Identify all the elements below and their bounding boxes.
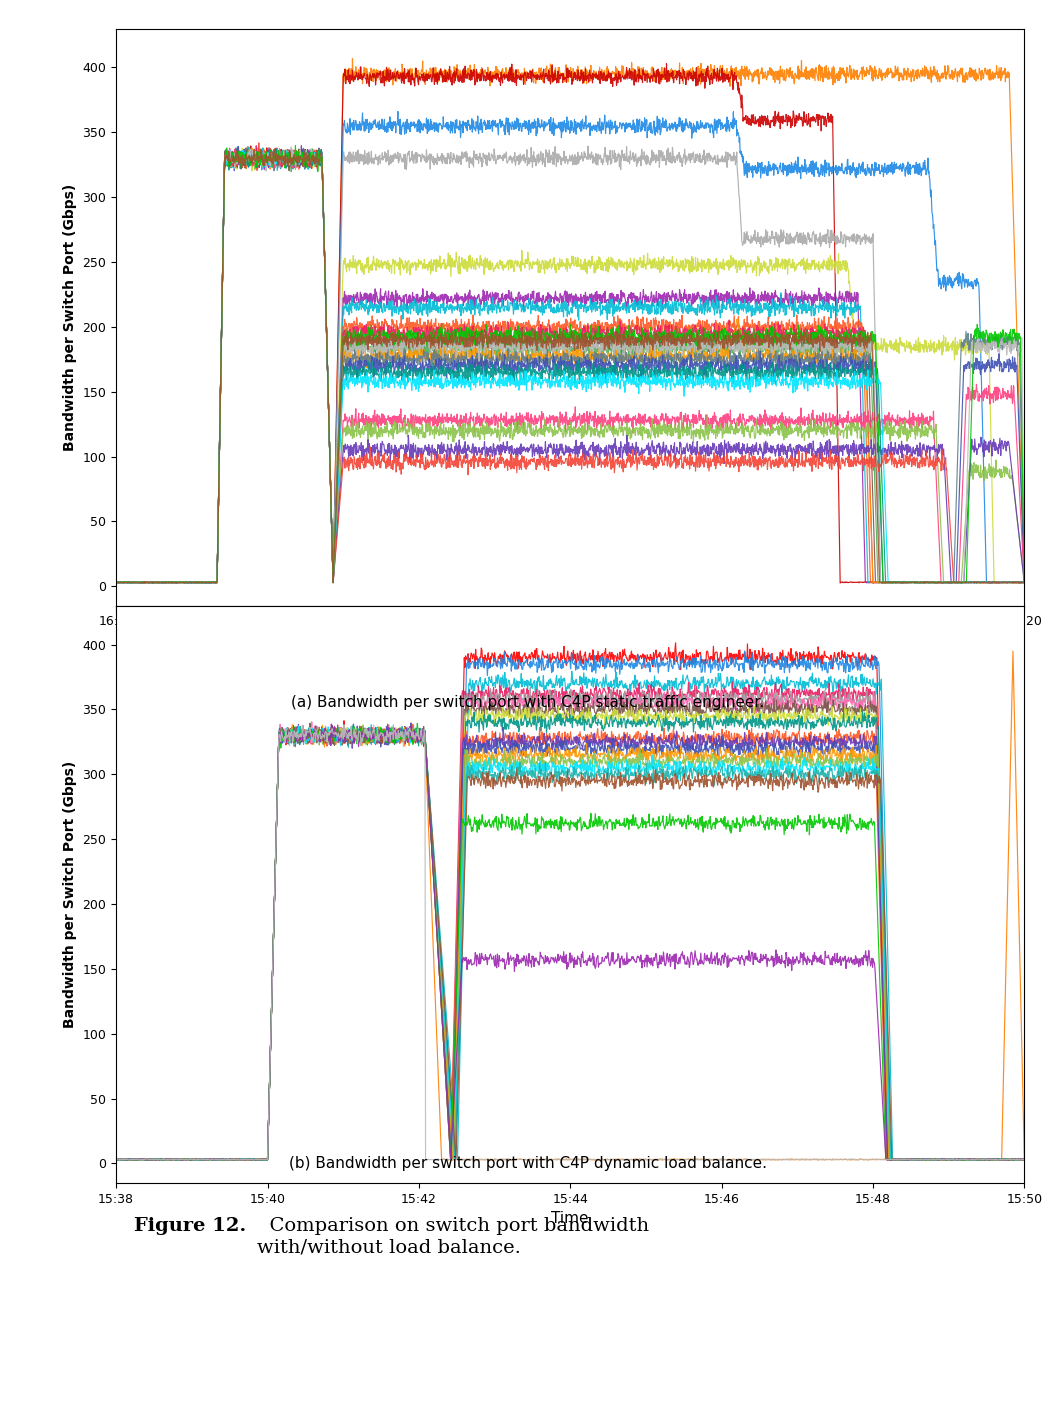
Y-axis label: Bandwidth per Switch Port (Gbps): Bandwidth per Switch Port (Gbps) (63, 761, 77, 1028)
Text: Figure 12.: Figure 12. (134, 1218, 246, 1235)
Text: (b) Bandwidth per switch port with C4P dynamic load balance.: (b) Bandwidth per switch port with C4P d… (289, 1157, 767, 1171)
X-axis label: Time: Time (551, 1211, 589, 1227)
Text: Comparison on switch port bandwidth
with/without load balance.: Comparison on switch port bandwidth with… (257, 1218, 649, 1257)
Y-axis label: Bandwidth per Switch Port (Gbps): Bandwidth per Switch Port (Gbps) (63, 184, 77, 451)
X-axis label: Time: Time (551, 634, 589, 648)
Text: (a) Bandwidth per switch port with C4P static traffic engineer.: (a) Bandwidth per switch port with C4P s… (291, 695, 765, 710)
